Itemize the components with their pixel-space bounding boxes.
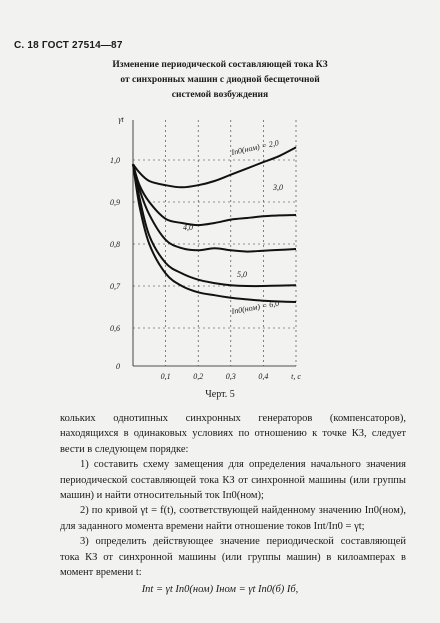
y-tick-label: 0,8 <box>110 240 120 249</box>
y-axis-label: γt <box>118 115 124 124</box>
body-text: кольких однотипных синхронных генераторо… <box>60 411 406 580</box>
y-tick-label: 0,9 <box>110 198 120 207</box>
x-tick-label: t, с <box>291 372 301 381</box>
chart-curves <box>132 146 297 303</box>
paragraph-continuation: кольких однотипных синхронных генераторо… <box>60 413 406 455</box>
series-label-5: Iп0(ном) = 6,0 <box>230 299 280 316</box>
figure-title-line-1: Изменение периодической составляющей ток… <box>112 60 328 70</box>
x-tick-label: 0,2 <box>193 372 203 381</box>
series-label-2: 3,0 <box>272 183 283 192</box>
formula: Iпt = γt Iп0(ном) Iном = γt Iп0(б) Iб, <box>141 584 299 595</box>
series-label-1: Iп0(ном) = 2,0 <box>230 138 280 157</box>
series-line-5 <box>132 164 297 303</box>
y-tick-label: 0,6 <box>110 324 120 333</box>
x-tick-label: 0,1 <box>161 372 171 381</box>
paragraph-step-2: 2) по кривой γt = f(t), соответствующей … <box>60 505 406 532</box>
figure-title: Изменение периодической составляющей ток… <box>60 58 380 103</box>
x-tick-label: 0,3 <box>226 372 236 381</box>
series-line-3 <box>132 163 297 253</box>
figure-caption: Черт. 5 <box>205 389 235 400</box>
origin-label: 0 <box>116 362 120 371</box>
page-header: С. 18 ГОСТ 27514—87 <box>14 40 123 51</box>
paragraph-step-1: 1) составить схему замещения для определ… <box>60 459 406 502</box>
series-label-4: 5,0 <box>237 270 247 279</box>
series-label-3: 4,0 <box>183 223 193 232</box>
figure-title-line-3: системой возбуждения <box>171 90 269 100</box>
series-line-1 <box>132 146 297 189</box>
y-tick-label: 0,7 <box>110 282 121 291</box>
figure-title-line-2: от синхронных машин с диодной бесщеточно… <box>120 75 320 85</box>
y-tick-label: 1,0 <box>110 156 120 165</box>
chart-labels: 1,0 0,9 0,8 0,7 0,6 0 0,1 0,2 0,3 0,4 t, с γt Iп0(но… <box>110 115 301 381</box>
chart-grid <box>132 120 297 367</box>
series-line-4 <box>132 164 297 288</box>
x-tick-label: 0,4 <box>258 372 268 381</box>
series-line-2 <box>132 163 297 227</box>
paragraph-step-3: 3) определить действующее значение перио… <box>60 536 406 579</box>
